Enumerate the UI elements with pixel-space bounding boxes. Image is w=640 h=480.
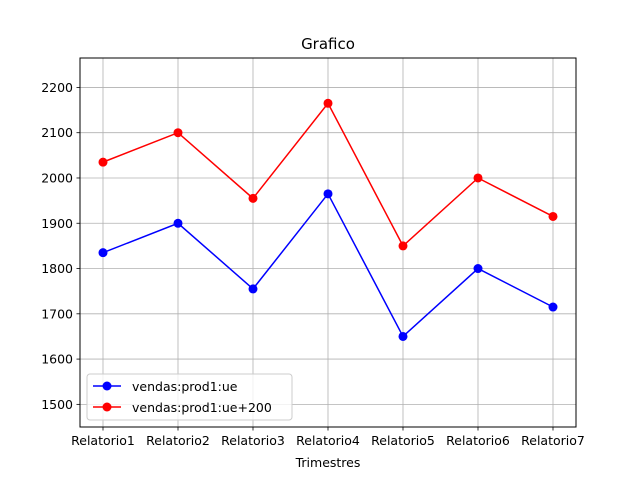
y-tick-label: 1900 bbox=[41, 216, 73, 231]
y-tick-label: 1600 bbox=[41, 352, 73, 367]
legend-box bbox=[86, 373, 293, 421]
data-point bbox=[323, 189, 333, 199]
data-point bbox=[173, 218, 183, 228]
y-tick-label: 1800 bbox=[41, 261, 73, 276]
data-point bbox=[548, 211, 558, 221]
series-2 bbox=[98, 98, 558, 251]
data-point bbox=[398, 331, 408, 341]
x-tick-label: Relatorio6 bbox=[446, 433, 510, 448]
legend-marker-series-2 bbox=[102, 402, 112, 412]
x-tick-label: Relatorio4 bbox=[296, 433, 360, 448]
y-tick-label: 2100 bbox=[41, 125, 73, 140]
data-point bbox=[248, 284, 258, 294]
data-point bbox=[548, 302, 558, 312]
y-tick-label: 2200 bbox=[41, 80, 73, 95]
x-tick-label: Relatorio5 bbox=[371, 433, 435, 448]
series-layer bbox=[98, 98, 558, 341]
data-point bbox=[98, 157, 108, 167]
data-point bbox=[173, 128, 183, 138]
data-point bbox=[98, 248, 108, 258]
data-point bbox=[473, 264, 483, 274]
y-tick-label: 1700 bbox=[41, 306, 73, 321]
data-point bbox=[398, 241, 408, 251]
x-tick-label: Relatorio7 bbox=[521, 433, 585, 448]
x-axis-label: Trimestres bbox=[295, 455, 361, 470]
y-axis-ticks: 1500 1600 1700 1800 1900 2000 2100 2200 bbox=[41, 80, 80, 412]
x-tick-label: Relatorio1 bbox=[71, 433, 135, 448]
legend: vendas:prod1:ue vendas:prod1:ue+200 bbox=[86, 373, 293, 421]
legend-label-series-1: vendas:prod1:ue bbox=[132, 379, 238, 394]
x-tick-label: Relatorio3 bbox=[221, 433, 285, 448]
y-tick-label: 1500 bbox=[41, 397, 73, 412]
legend-label-series-2: vendas:prod1:ue+200 bbox=[132, 400, 272, 415]
data-point bbox=[248, 193, 258, 203]
series-1 bbox=[98, 189, 558, 341]
data-point bbox=[323, 98, 333, 108]
x-tick-label: Relatorio2 bbox=[146, 433, 210, 448]
chart-title: Grafico bbox=[301, 35, 355, 53]
legend-marker-series-1 bbox=[102, 381, 112, 391]
data-point bbox=[473, 173, 483, 183]
y-tick-label: 2000 bbox=[41, 170, 73, 185]
x-axis-ticks: Relatorio1 Relatorio2 Relatorio3 Relatorio4… bbox=[71, 427, 585, 448]
